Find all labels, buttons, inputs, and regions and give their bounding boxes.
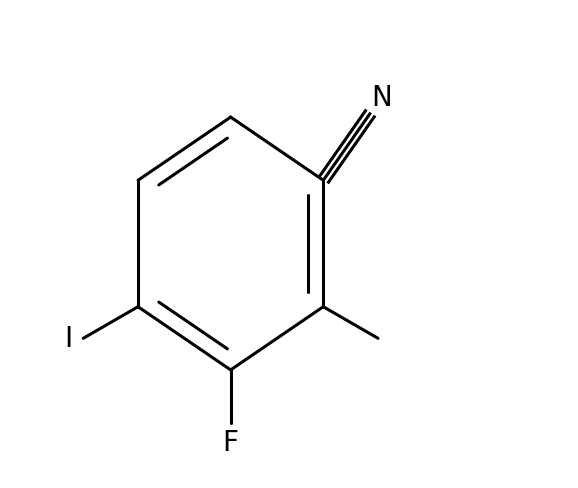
Text: N: N [371,84,392,112]
Text: I: I [65,325,73,353]
Text: F: F [223,428,239,456]
